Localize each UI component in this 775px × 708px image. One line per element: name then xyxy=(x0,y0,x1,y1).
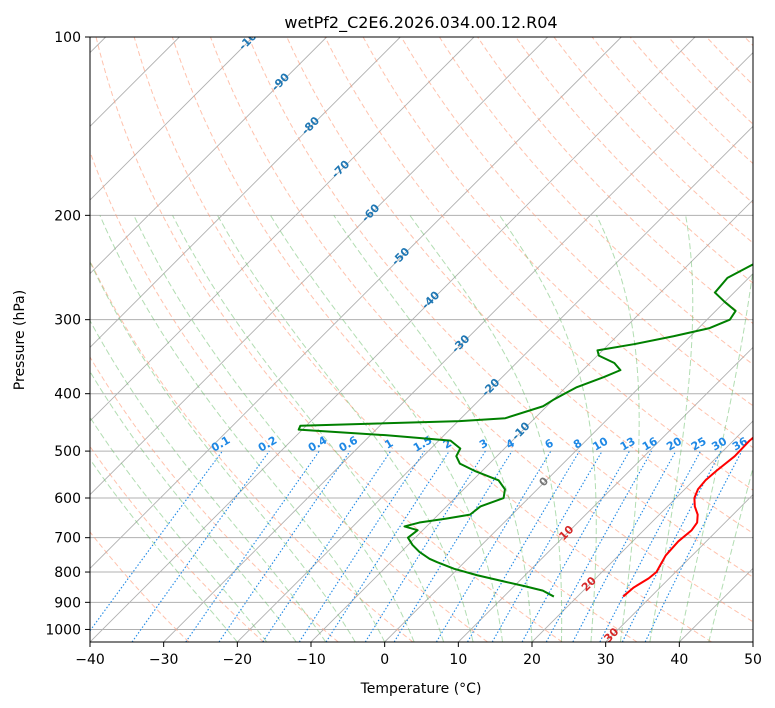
moist-adiabat-line xyxy=(172,215,445,642)
chart-title: wetPf2_C2E6.2026.034.00.12.R04 xyxy=(284,13,557,33)
dewpoint-profile-line xyxy=(297,263,753,598)
plot-frame xyxy=(89,36,754,643)
x-tick-label: −30 xyxy=(149,652,179,668)
isotherm-line xyxy=(90,37,327,275)
mixing-ratio-line xyxy=(298,450,425,642)
mixing-ratio-line xyxy=(621,450,722,642)
y-tick-label: 600 xyxy=(54,491,81,507)
dry-adiabat-line xyxy=(515,37,753,284)
mixing-ratio-line xyxy=(90,450,223,632)
isotherm-line xyxy=(90,37,401,348)
y-tick-label: 200 xyxy=(54,208,81,224)
y-tick-label: 300 xyxy=(54,313,81,329)
moist-adiabat-line xyxy=(270,215,504,642)
dry-adiabat-line xyxy=(324,37,753,491)
dry-adiabat-line xyxy=(90,150,488,642)
mixing-ratio-line xyxy=(545,450,653,642)
isotherm-line xyxy=(458,346,753,642)
mixing-ratio-line xyxy=(325,450,450,642)
mixing-ratio-line xyxy=(599,450,702,642)
y-axis: 100 200 300 400 500 600 700 800 900 1000 xyxy=(45,30,90,638)
mixing-ratio-line xyxy=(218,450,351,642)
moist-adiabat-line xyxy=(333,215,533,642)
x-tick-label: −20 xyxy=(223,652,253,668)
x-tick-label: 40 xyxy=(670,652,688,668)
profile-series xyxy=(297,263,753,598)
moist-adiabat-line xyxy=(678,265,753,642)
y-tick-label: 800 xyxy=(54,565,81,581)
dry-adiabat-line xyxy=(90,531,190,642)
y-tick-label: 500 xyxy=(54,444,81,460)
dry-adiabat-line xyxy=(439,37,753,366)
isotherm-line xyxy=(237,125,753,642)
mixing-ratio-line xyxy=(572,450,677,642)
mixing-ratio-line xyxy=(435,450,552,642)
isotherm-line xyxy=(90,37,622,569)
x-tick-label: 0 xyxy=(380,652,389,668)
mixing-ratio-line xyxy=(521,450,630,642)
isotherm-line xyxy=(384,273,753,642)
isotherm-line xyxy=(90,37,696,642)
isotherm-line xyxy=(90,37,548,496)
moist-adiabat-line xyxy=(90,370,297,642)
isotherm-line xyxy=(531,420,753,642)
moist-adiabat-line xyxy=(90,458,238,642)
y-tick-label: 400 xyxy=(54,387,81,403)
isotherm-line xyxy=(163,52,753,642)
isotherm-line xyxy=(90,37,254,201)
x-axis: −40 −30 −20 −10 0 10 20 30 40 50 xyxy=(75,642,762,668)
mixing-ratio-line xyxy=(262,450,392,642)
mixing-ratio-line xyxy=(644,450,743,642)
mixing-ratio-line xyxy=(364,450,486,642)
y-tick-label: 900 xyxy=(54,595,81,611)
x-tick-label: 10 xyxy=(449,652,467,668)
y-tick-label: 1000 xyxy=(45,622,81,638)
dry-adiabat-line xyxy=(90,356,339,642)
isotherm-line xyxy=(90,37,475,422)
background-lines xyxy=(90,37,753,642)
dry-adiabat-line xyxy=(171,37,712,642)
temperature-profile-line xyxy=(622,436,753,598)
mixing-ratio-line xyxy=(131,450,270,642)
x-tick-label: 30 xyxy=(597,652,615,668)
moist-adiabat-line xyxy=(133,215,415,642)
moist-adiabat-line xyxy=(90,416,268,642)
dry-adiabat-line xyxy=(133,37,638,642)
y-tick-label: 700 xyxy=(54,531,81,547)
moist-adiabat-line xyxy=(90,319,327,642)
x-tick-label: −40 xyxy=(75,652,105,668)
y-axis-title: Pressure (hPa) xyxy=(12,290,28,390)
x-axis-title: Temperature (°C) xyxy=(360,681,482,697)
dry-adiabat-line xyxy=(90,259,414,642)
isotherm-line xyxy=(605,494,753,642)
dry-adiabat-line xyxy=(95,37,563,642)
x-tick-label: 20 xyxy=(523,652,541,668)
moist-adiabat-line xyxy=(90,260,356,642)
dry-adiabat-line xyxy=(248,37,753,578)
dry-adiabat-line xyxy=(90,445,264,642)
moist-adiabat-line xyxy=(596,215,640,642)
y-tick-label: 100 xyxy=(54,30,81,46)
moist-adiabat-line xyxy=(409,215,563,642)
moist-adiabat-line xyxy=(499,215,597,642)
moist-adiabat-line xyxy=(217,215,474,642)
x-tick-label: 50 xyxy=(744,652,762,668)
dry-adiabat-line xyxy=(210,37,753,623)
mixing-ratio-line xyxy=(185,450,320,642)
dry-adiabat-line xyxy=(400,37,753,407)
moist-adiabat-line xyxy=(649,215,694,642)
moist-adiabat-line xyxy=(708,466,753,642)
x-tick-label: −10 xyxy=(296,652,326,668)
